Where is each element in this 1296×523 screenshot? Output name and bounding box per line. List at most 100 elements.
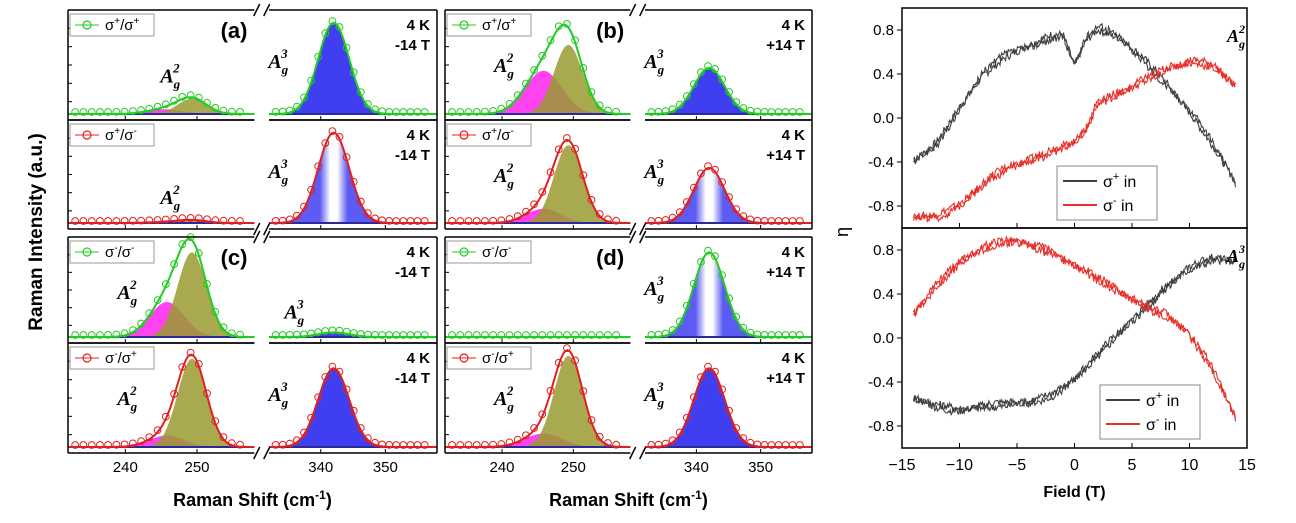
data-point (349, 68, 358, 77)
fit-line-high (645, 66, 812, 115)
data-point (675, 208, 684, 217)
a3-peak-fill (651, 252, 767, 337)
data-point (129, 107, 137, 115)
legend-part: σ (105, 244, 115, 261)
eta-series-line (913, 22, 1237, 188)
data-point (522, 331, 530, 339)
xlabel-part: ) (326, 490, 332, 510)
legend-part: σ (482, 244, 492, 261)
axis-break-mark (629, 446, 637, 460)
eta-x-tick-label: −15 (888, 457, 915, 474)
legend-part: /σ (497, 17, 511, 34)
data-point (161, 100, 170, 109)
ag-superscript: 3 (296, 296, 304, 311)
x-tick-label: 350 (373, 459, 398, 476)
data-point (203, 99, 211, 107)
ag-superscript: 2 (506, 50, 514, 65)
eta-y-axis-label: η (832, 227, 852, 237)
data-point (595, 331, 604, 339)
panel-letter: (b) (596, 18, 624, 43)
data-point (472, 108, 481, 116)
eta-x-axis-label: Field (T) (1043, 484, 1105, 501)
data-point (87, 217, 96, 225)
data-point (236, 330, 244, 339)
data-point (137, 437, 146, 446)
axis-break-mark (253, 230, 261, 244)
data-point (746, 328, 755, 337)
legend-part: σ (482, 17, 492, 34)
ag-subscript: g (657, 289, 665, 304)
axis-break-mark (639, 3, 647, 17)
eta-x-tick-label: −5 (1008, 457, 1026, 474)
data-point (554, 145, 563, 154)
eta-x-tick-label: −10 (946, 457, 973, 474)
data-point (342, 153, 351, 162)
axis-break-mark (639, 230, 647, 244)
data-point (120, 329, 129, 338)
panel-letter: (d) (596, 245, 624, 270)
data-point (489, 107, 498, 115)
legend-part: in (1160, 417, 1177, 434)
data-point (178, 363, 187, 371)
eta-legend-label: σ+ in (1146, 390, 1179, 410)
data-point (307, 76, 316, 85)
data-point (87, 108, 96, 116)
data-point (689, 393, 698, 402)
fit-line-high (645, 251, 812, 338)
data-point (129, 326, 137, 335)
legend-label: σ-/σ+ (482, 349, 514, 367)
fit-line-low (445, 23, 631, 115)
a2-peak-label: Ag2 (115, 277, 137, 308)
data-point (579, 331, 588, 339)
xlabel-part: -1 (315, 488, 326, 502)
ag-subscript: g (1238, 37, 1245, 51)
ag-symbol: A (158, 66, 173, 88)
data-point (203, 215, 211, 224)
data-point (795, 331, 804, 339)
data-point (420, 441, 429, 449)
data-point (335, 133, 344, 141)
ag-superscript: 2 (1238, 22, 1245, 36)
legend-frame (69, 13, 155, 37)
data-point (505, 331, 514, 339)
data-point (153, 102, 162, 111)
ag-subscript: g (1238, 257, 1245, 271)
data-point (236, 217, 244, 225)
axis-break-mark (639, 222, 647, 236)
legend-frame (69, 123, 155, 147)
data-point (689, 80, 698, 88)
legend-box: σ-/σ+ (69, 346, 155, 370)
data-point (522, 79, 530, 88)
data-point (554, 358, 563, 367)
legend-part: σ (482, 127, 492, 144)
data-point (704, 362, 712, 371)
temperature-label: 4 K (782, 127, 806, 144)
legend-part: + (491, 16, 497, 27)
data-point (219, 216, 228, 225)
data-point (505, 99, 514, 108)
data-point (364, 209, 372, 218)
data-point (211, 216, 220, 225)
data-point (661, 329, 670, 338)
legend-part: + (511, 16, 517, 27)
xlabel-part: ) (702, 490, 708, 510)
legend-label: σ-/σ+ (105, 349, 137, 367)
data-point (718, 178, 726, 187)
data-point (161, 412, 170, 421)
data-point (211, 307, 220, 316)
data-point (87, 331, 96, 339)
ag-subscript: g (130, 293, 138, 308)
axis-break-mark (629, 3, 637, 17)
ag-superscript: 2 (506, 160, 514, 175)
data-point (129, 439, 137, 448)
data-point (546, 331, 555, 339)
raman-x-axis-label: Raman Shift (cm-1) (549, 488, 708, 510)
a3-peak-fill (275, 368, 392, 447)
a3-peak-label: Ag3 (266, 156, 288, 187)
data-point (137, 319, 146, 328)
data-point (112, 108, 121, 116)
ag-symbol: A (642, 51, 657, 73)
data-point (725, 406, 733, 415)
legend-part: - (1113, 195, 1117, 207)
